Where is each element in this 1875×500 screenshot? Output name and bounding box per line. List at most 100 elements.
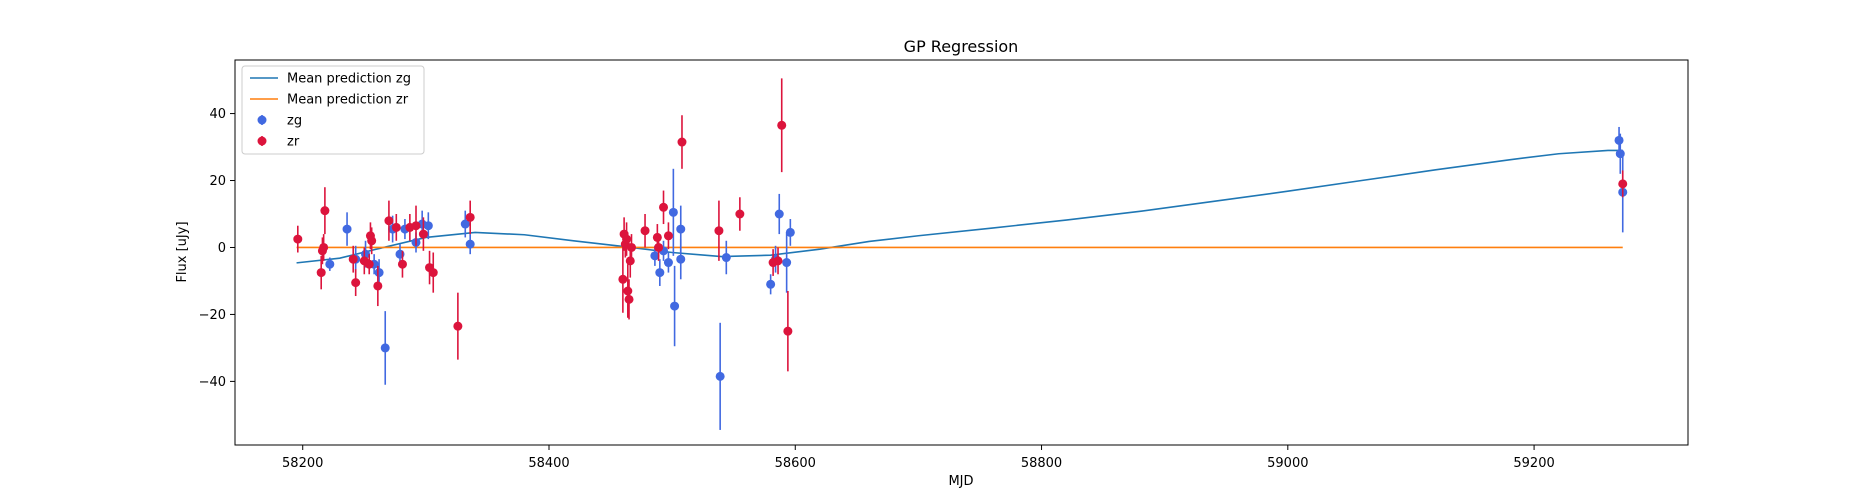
data-point-zr (624, 279, 634, 320)
marker-zr (623, 286, 633, 296)
x-tick-label: 58400 (528, 456, 569, 471)
marker-zr (320, 206, 330, 216)
marker-zr (384, 216, 394, 226)
data-point-zr (735, 197, 745, 231)
legend-label: Mean prediction zg (287, 72, 411, 87)
marker-zg (650, 251, 660, 261)
data-point-zr (351, 269, 361, 297)
data-point-zg (721, 240, 731, 275)
marker-zr (622, 234, 632, 244)
legend-label: Mean prediction zr (287, 93, 409, 108)
marker-zr (652, 232, 662, 242)
marker-zg (663, 258, 673, 268)
data-point-zr (777, 78, 787, 173)
marker-zr (364, 259, 374, 269)
legend-item: Mean prediction zg (250, 72, 411, 87)
data-point-zg (460, 210, 470, 238)
marker-zg (766, 279, 776, 289)
data-point-zr (453, 292, 463, 360)
marker-zr (351, 278, 361, 288)
plot-area (293, 78, 1628, 430)
data-point-zr (654, 234, 664, 261)
data-point-zr (418, 217, 428, 251)
data-point-zr (640, 214, 650, 248)
data-point-zr (411, 205, 421, 246)
marker-zr (783, 326, 793, 336)
data-point-zg (670, 265, 680, 347)
marker-zg (782, 258, 792, 268)
marker-zr (659, 202, 669, 212)
marker-zg (715, 371, 725, 381)
marker-zr (391, 222, 401, 232)
x-axis-label: MJD (948, 474, 973, 489)
mean-line-zg (296, 149, 1623, 264)
marker-zg (785, 227, 795, 237)
marker-zr (714, 226, 724, 236)
data-point-zr (391, 214, 401, 241)
x-tick-label: 59000 (1267, 456, 1308, 471)
data-point-zg (1614, 126, 1624, 154)
data-point-zr (319, 234, 329, 261)
data-point-zg (785, 219, 795, 246)
marker-zg (1614, 135, 1624, 145)
data-point-zg (782, 232, 792, 293)
chart-title: GP Regression (904, 37, 1019, 56)
data-point-zg (374, 259, 384, 286)
legend-marker-swatch (257, 115, 267, 125)
data-point-zr (348, 245, 358, 273)
legend-label: zr (287, 135, 300, 150)
marker-zr (453, 321, 463, 331)
data-point-zg (325, 257, 335, 271)
data-point-zr (623, 264, 633, 318)
x-axis: 58200 58400 58600 58800 59000 59200 (282, 445, 1555, 471)
data-point-zr (397, 250, 407, 278)
y-tick-label: −40 (199, 375, 226, 390)
y-axis: −40 −20 0 20 40 (199, 107, 235, 390)
data-point-zg (774, 193, 784, 235)
marker-zr (626, 242, 636, 252)
legend: Mean prediction zg Mean prediction zr zg zr (241, 65, 425, 155)
marker-zg (460, 219, 470, 229)
data-point-zr (364, 254, 374, 275)
marker-zg (721, 253, 731, 263)
x-tick-label: 59200 (1513, 456, 1554, 471)
marker-zr (319, 242, 329, 252)
marker-zr (316, 268, 326, 278)
data-point-zg (655, 259, 665, 286)
marker-zg (342, 224, 352, 234)
legend-item: Mean prediction zr (250, 93, 409, 108)
x-tick-label: 58200 (282, 456, 323, 471)
data-point-zg (766, 274, 776, 295)
legend-label: zg (287, 114, 302, 129)
data-point-zr (773, 247, 783, 275)
marker-zg (676, 254, 686, 264)
marker-zg (423, 221, 433, 231)
marker-zg (655, 268, 665, 278)
data-point-zg (342, 212, 352, 246)
marker-zr (624, 294, 634, 304)
marker-zg (668, 207, 678, 217)
data-point-zr (1618, 170, 1628, 198)
data-point-zr (783, 291, 793, 372)
marker-zr (397, 259, 407, 269)
data-point-zr (367, 227, 377, 255)
plot-frame (234, 59, 1689, 446)
marker-zr (428, 268, 438, 278)
marker-zr (418, 229, 428, 239)
marker-zr (735, 209, 745, 219)
data-point-zg (380, 311, 390, 385)
data-point-zr (320, 187, 330, 235)
data-point-zr (622, 222, 632, 256)
data-point-zr (465, 200, 475, 235)
data-point-zr (373, 265, 383, 307)
marker-zr (293, 234, 303, 244)
marker-zr (777, 120, 787, 130)
legend-box (241, 65, 425, 155)
y-tick-label: 0 (218, 241, 226, 256)
marker-zr (411, 221, 421, 231)
data-point-zg (465, 234, 475, 255)
data-point-zr (316, 255, 326, 290)
legend-item: zr (257, 135, 300, 150)
y-axis-label: Flux [uJy] (175, 221, 190, 282)
